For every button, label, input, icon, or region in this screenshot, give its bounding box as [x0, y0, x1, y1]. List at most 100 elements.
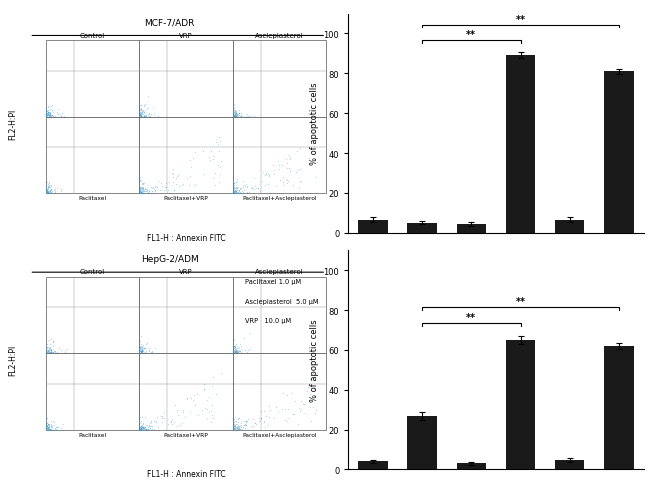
Point	[227, 346, 238, 354]
Point	[55, 185, 66, 193]
Point	[42, 348, 52, 356]
Point	[237, 425, 248, 433]
Point	[135, 102, 145, 109]
Point	[230, 111, 240, 119]
Point	[43, 109, 53, 117]
Point	[135, 112, 145, 120]
Point	[234, 347, 244, 355]
Point	[137, 188, 148, 196]
Point	[228, 426, 239, 434]
Point	[41, 178, 51, 185]
Point	[134, 419, 144, 426]
FancyBboxPatch shape	[46, 277, 139, 353]
Point	[231, 348, 242, 356]
Point	[215, 137, 226, 145]
Point	[236, 343, 246, 350]
Point	[142, 188, 153, 196]
Point	[41, 345, 51, 352]
Point	[41, 110, 51, 118]
Point	[43, 424, 53, 432]
Point	[162, 420, 173, 428]
Point	[140, 190, 150, 197]
Point	[209, 170, 220, 178]
Point	[49, 348, 60, 355]
Point	[41, 349, 51, 357]
Point	[263, 421, 274, 429]
Point	[137, 424, 148, 432]
Point	[42, 179, 52, 187]
Point	[46, 423, 56, 430]
Point	[55, 110, 65, 118]
Point	[240, 425, 250, 433]
Point	[238, 184, 248, 192]
Point	[192, 411, 203, 419]
Bar	[456, 464, 486, 469]
Point	[42, 419, 52, 426]
Point	[44, 345, 54, 352]
Point	[233, 106, 244, 114]
Point	[188, 392, 199, 399]
Point	[235, 422, 245, 430]
Point	[233, 418, 244, 425]
Point	[304, 403, 315, 410]
Point	[40, 422, 51, 429]
Point	[135, 349, 145, 357]
Point	[135, 424, 145, 431]
Point	[231, 348, 241, 355]
Text: Paclitaxel+Asclepiasterol: Paclitaxel+Asclepiasterol	[242, 196, 317, 201]
Point	[204, 408, 214, 416]
Point	[42, 187, 52, 195]
Point	[281, 156, 291, 164]
Point	[138, 188, 149, 196]
Point	[239, 182, 250, 190]
Point	[228, 105, 239, 113]
Point	[231, 347, 242, 355]
Point	[41, 112, 51, 120]
Point	[43, 348, 53, 355]
Point	[46, 348, 56, 355]
Point	[42, 347, 53, 354]
Point	[274, 162, 285, 169]
Point	[148, 425, 159, 433]
Point	[292, 148, 302, 155]
Point	[144, 111, 155, 119]
Point	[231, 110, 241, 118]
Point	[168, 187, 179, 195]
Point	[135, 185, 145, 193]
Point	[156, 412, 166, 420]
Point	[246, 349, 257, 357]
Point	[41, 106, 51, 113]
Point	[140, 345, 150, 352]
Point	[135, 425, 146, 433]
FancyBboxPatch shape	[233, 117, 326, 194]
Point	[140, 425, 150, 433]
Point	[138, 189, 148, 197]
Point	[135, 424, 146, 432]
Point	[185, 157, 196, 165]
Point	[135, 345, 145, 353]
Point	[43, 424, 53, 432]
Point	[41, 186, 51, 194]
Point	[135, 190, 145, 197]
Point	[44, 109, 54, 117]
Point	[228, 426, 239, 434]
Point	[261, 170, 271, 178]
Point	[41, 182, 51, 190]
Point	[46, 189, 56, 197]
Point	[231, 179, 241, 186]
Point	[148, 104, 158, 112]
Point	[311, 407, 321, 414]
Point	[49, 426, 59, 434]
Point	[135, 176, 145, 184]
Point	[233, 424, 243, 432]
Point	[143, 425, 153, 433]
Point	[41, 112, 51, 120]
Point	[134, 346, 144, 354]
Point	[135, 111, 145, 119]
Point	[231, 111, 242, 119]
Point	[233, 349, 244, 357]
Point	[42, 426, 52, 434]
Point	[58, 420, 68, 428]
Point	[302, 387, 312, 395]
Point	[210, 182, 220, 190]
